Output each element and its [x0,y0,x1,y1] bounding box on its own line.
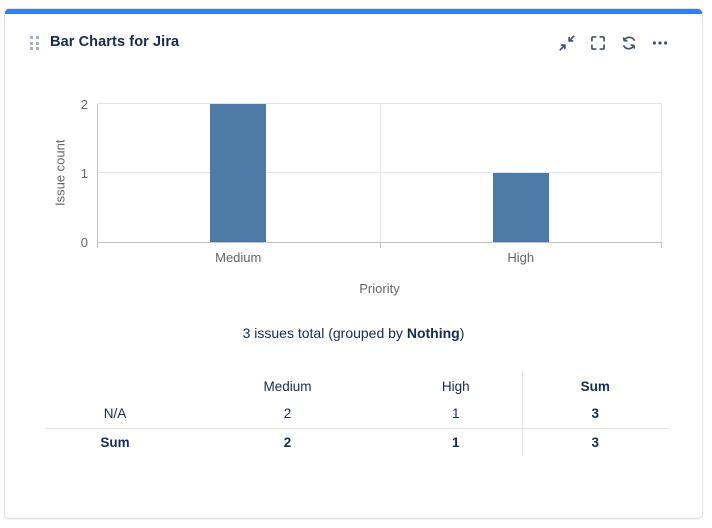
summary-group-by: Nothing [406,325,460,341]
gadget-title: Bar Charts for Jira [50,34,180,50]
gadget-actions [557,33,669,52]
refresh-icon [620,34,638,52]
y-axis-tick-label: 2 [80,97,88,112]
table-header-medium: Medium [263,378,312,394]
y-axis-tick-label: 0 [80,235,88,250]
summary-table: Medium High Sum N/A 2 1 3 Sum 2 1 3 [45,372,668,456]
summary-prefix: 3 issues total (grouped by [242,325,407,341]
table-row-na: N/A 2 1 3 [45,400,668,429]
row-label: Sum [100,434,130,450]
refresh-button[interactable] [619,33,638,52]
issues-total-summary: 3 issues total (grouped by Nothing) [4,325,703,341]
cell-medium: 2 [185,400,390,429]
cell-high: 1 [390,400,522,429]
drag-handle[interactable] [30,36,41,51]
y-axis-tick-label: 1 [80,166,88,181]
plot-area [97,103,662,248]
x-axis-tick [661,242,662,248]
y-axis-tick-labels: 0 1 2 [58,97,88,250]
table-header-sum: Sum [521,372,668,400]
table-header-row: Medium High Sum [45,372,668,400]
gadget-accent-bar [5,9,702,14]
cell-medium: 2 [283,434,292,450]
row-label: N/A [45,400,185,429]
fullscreen-icon [589,34,607,52]
x-axis-category-labels: Medium High [97,250,662,266]
x-category-label: Medium [215,250,262,265]
more-options-button[interactable] [650,33,669,52]
cell-sum: 3 [521,400,668,429]
table-header-empty [45,372,185,400]
x-axis-tick [97,242,98,248]
cell-sum: 3 [521,428,668,456]
bar-medium[interactable] [210,104,267,242]
summary-suffix: ) [459,325,465,341]
table-header-high: High [441,378,470,394]
bar-high[interactable] [492,173,549,242]
x-category-label: High [507,250,535,265]
gridline-vertical [379,104,381,242]
x-axis-title: Priority [359,281,400,296]
y-axis-line [97,104,98,242]
more-options-icon [651,34,669,52]
gadget-card [4,8,703,519]
fullscreen-button[interactable] [588,33,607,52]
collapse-icon [558,34,576,52]
cell-high: 1 [451,434,460,450]
minimize-button[interactable] [557,33,576,52]
gridline-vertical [661,104,662,242]
gridline-horizontal [97,103,662,104]
x-axis-tick [379,242,381,248]
table-row-sum: Sum 2 1 3 [45,428,668,456]
